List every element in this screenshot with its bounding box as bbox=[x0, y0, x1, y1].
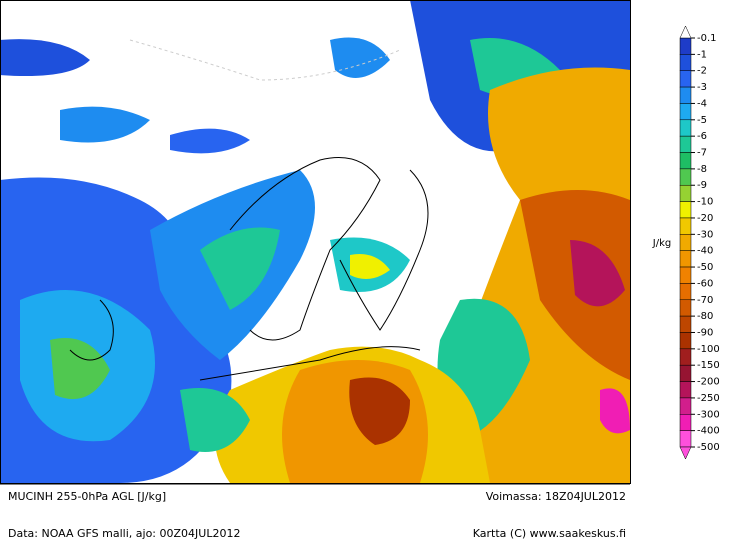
legend-label: -4 bbox=[697, 98, 707, 109]
legend-swatch bbox=[679, 37, 692, 55]
legend-label: -250 bbox=[697, 393, 720, 404]
legend-swatch bbox=[679, 414, 692, 431]
legend-label: -100 bbox=[697, 344, 720, 355]
legend-label: -7 bbox=[697, 148, 707, 159]
legend-label: -40 bbox=[697, 246, 713, 257]
legend-label: -70 bbox=[697, 295, 713, 306]
legend-swatch bbox=[679, 70, 692, 88]
legend-swatch bbox=[679, 86, 692, 104]
legend-label: -1 bbox=[697, 49, 707, 60]
legend-label: -10 bbox=[697, 197, 713, 208]
colorbar: -0.1 -1 -2 -3 -4 -5 -6 -7 -8 -9 -10 -20 -30 -40 -50 -60… bbox=[679, 25, 720, 460]
legend-label: -3 bbox=[697, 82, 707, 93]
legend-swatch bbox=[679, 135, 692, 153]
legend-label: -150 bbox=[697, 360, 720, 371]
legend-label: -6 bbox=[697, 131, 707, 142]
legend-label: -400 bbox=[697, 426, 720, 437]
legend-swatch bbox=[679, 332, 692, 350]
legend-label: -9 bbox=[697, 180, 707, 191]
legend-swatch bbox=[679, 54, 692, 71]
legend-swatch bbox=[679, 381, 692, 399]
legend-arrow-bottom bbox=[679, 446, 692, 460]
legend-label: -90 bbox=[697, 327, 713, 338]
data-source: Data: NOAA GFS malli, ajo: 00Z04JUL2012 bbox=[8, 527, 240, 540]
legend-arrow-top bbox=[679, 25, 692, 39]
legend-label: -20 bbox=[697, 213, 713, 224]
legend-swatch bbox=[679, 299, 692, 317]
legend-swatch bbox=[679, 266, 692, 284]
legend-swatch bbox=[679, 119, 692, 137]
legend-swatch bbox=[679, 283, 692, 301]
legend-swatch bbox=[679, 217, 692, 235]
legend-swatch bbox=[679, 152, 692, 170]
legend-label: -200 bbox=[697, 377, 720, 388]
legend-swatch bbox=[679, 184, 692, 202]
legend-label: -8 bbox=[697, 164, 707, 175]
legend-swatch bbox=[679, 315, 692, 333]
legend-swatch bbox=[679, 201, 692, 219]
legend-label: -60 bbox=[697, 278, 713, 289]
map-title: MUCINH 255-0hPa AGL [J/kg] bbox=[8, 490, 166, 503]
legend-label: -0.1 bbox=[697, 33, 717, 44]
legend-label: -2 bbox=[697, 66, 707, 77]
legend-swatch bbox=[679, 250, 692, 268]
legend-label: -50 bbox=[697, 262, 713, 273]
legend-label: -5 bbox=[697, 115, 707, 126]
legend-unit: J/kg bbox=[652, 238, 671, 249]
legend-swatch bbox=[679, 430, 692, 448]
credit: Kartta (C) www.saakeskus.fi bbox=[473, 527, 626, 540]
legend-swatch bbox=[679, 364, 692, 382]
legend-label: -300 bbox=[697, 409, 720, 420]
legend-swatch bbox=[679, 234, 692, 251]
map bbox=[0, 0, 631, 484]
legend-label: -500 bbox=[697, 442, 720, 453]
legend-label: -80 bbox=[697, 311, 713, 322]
legend-swatch bbox=[679, 348, 692, 366]
legend-swatch bbox=[679, 103, 692, 121]
legend-swatch bbox=[679, 397, 692, 415]
valid-time: Voimassa: 18Z04JUL2012 bbox=[486, 490, 626, 503]
legend-label: -30 bbox=[697, 229, 713, 240]
legend-swatch bbox=[679, 168, 692, 186]
